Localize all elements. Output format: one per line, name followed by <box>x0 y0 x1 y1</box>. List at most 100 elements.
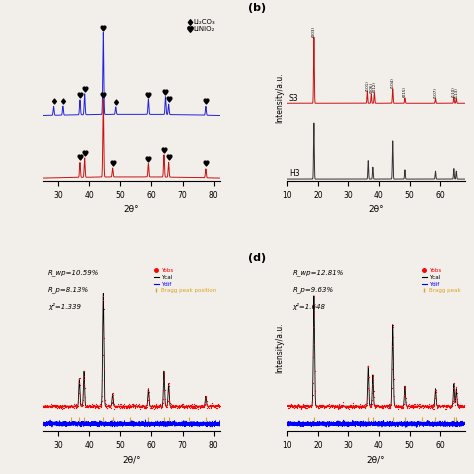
Point <box>114 400 122 408</box>
Point <box>173 402 180 410</box>
Point <box>180 401 187 408</box>
Point <box>414 400 421 408</box>
Point <box>74 402 82 410</box>
Point <box>45 403 52 411</box>
Point <box>383 403 391 411</box>
Point <box>351 404 358 411</box>
Point <box>310 353 317 361</box>
Point <box>183 402 191 410</box>
Point <box>416 404 424 411</box>
Point <box>389 333 397 341</box>
Point <box>188 401 195 409</box>
Point <box>305 403 313 410</box>
Point <box>70 400 78 408</box>
Point <box>140 402 148 410</box>
Point <box>330 404 338 411</box>
Point <box>199 403 207 410</box>
Point <box>200 402 208 410</box>
Point <box>459 403 466 410</box>
Point <box>194 403 202 410</box>
Point <box>213 402 220 410</box>
Point <box>188 403 196 411</box>
Point <box>395 402 402 410</box>
Point <box>442 403 450 411</box>
Point <box>364 384 371 392</box>
Point <box>431 390 439 397</box>
Point <box>202 394 210 402</box>
Point <box>133 402 140 410</box>
Point <box>176 403 184 411</box>
Point <box>59 402 66 410</box>
Point <box>326 402 334 410</box>
Point <box>376 402 383 410</box>
Point <box>48 401 56 409</box>
Point <box>383 401 390 409</box>
Point <box>315 401 323 409</box>
Point <box>93 402 101 410</box>
Point <box>449 400 456 407</box>
Point <box>442 402 450 410</box>
Point <box>50 402 58 410</box>
Point <box>296 403 303 411</box>
Point <box>393 403 401 411</box>
Point <box>447 401 455 409</box>
Point <box>124 401 132 409</box>
Point <box>313 402 321 410</box>
Point <box>359 403 367 410</box>
Point <box>195 402 203 410</box>
Point <box>156 401 164 409</box>
Point <box>371 401 378 409</box>
Point <box>185 403 193 411</box>
Point <box>152 400 160 408</box>
Text: (015): (015) <box>403 86 407 97</box>
Point <box>406 402 414 410</box>
Point <box>137 402 144 410</box>
Point <box>436 403 444 410</box>
Point <box>401 391 408 399</box>
Point <box>426 403 433 410</box>
Point <box>425 403 432 411</box>
Point <box>177 401 184 409</box>
Point <box>147 403 155 410</box>
Point <box>416 402 424 410</box>
Point <box>401 393 408 401</box>
Point <box>367 401 375 409</box>
Point <box>129 401 137 408</box>
Point <box>133 403 141 411</box>
Point <box>301 404 309 411</box>
Point <box>126 401 134 409</box>
Point <box>290 401 297 409</box>
Point <box>368 389 376 396</box>
Point <box>124 403 132 411</box>
Point <box>186 404 193 411</box>
Point <box>352 403 360 411</box>
X-axis label: 2θ/°: 2θ/° <box>122 456 141 465</box>
Point <box>155 402 162 410</box>
Point <box>195 402 203 410</box>
Point <box>171 402 178 410</box>
Point <box>312 401 320 409</box>
Point <box>109 391 116 398</box>
Point <box>344 403 352 410</box>
Point <box>201 400 209 408</box>
Point <box>70 403 77 410</box>
Point <box>417 401 424 408</box>
Point <box>410 403 418 410</box>
Point <box>73 403 81 410</box>
Point <box>93 403 101 410</box>
Point <box>386 403 394 411</box>
Point <box>156 401 164 409</box>
Point <box>397 402 404 410</box>
Point <box>343 403 351 411</box>
Point <box>94 403 101 411</box>
Point <box>335 405 342 413</box>
Point <box>357 404 365 411</box>
Point <box>86 403 94 410</box>
Point <box>130 401 138 409</box>
Point <box>205 404 213 411</box>
Point <box>320 403 328 410</box>
Point <box>179 400 187 408</box>
Point <box>400 401 408 408</box>
Point <box>211 403 219 410</box>
Point <box>194 405 201 412</box>
